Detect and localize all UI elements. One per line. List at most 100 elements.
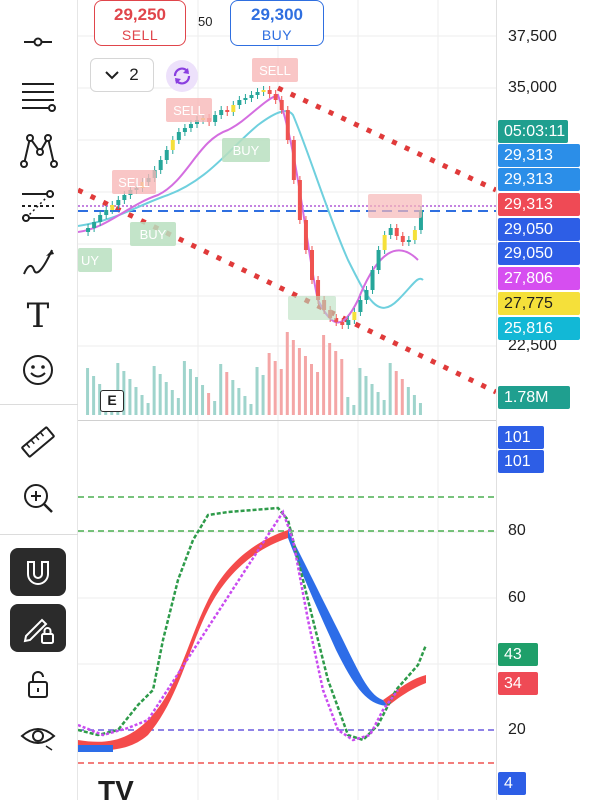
position-price-label: 29,050 [498,242,580,265]
zoom-in-icon [24,484,53,513]
volume-bar [261,375,265,415]
lock-draw-icon [23,618,54,644]
volume-label: 1.78M [498,386,570,409]
chart-canvas[interactable]: SELL SELL SELL BUY BUY UY TV [78,0,496,800]
buy-signal-text: UY [81,253,99,268]
volume-bar [225,372,229,415]
price-axis[interactable]: 37,500 35,000 22,500 05:03:11 29,313 29,… [496,0,600,800]
buy-price: 29,300 [251,5,303,24]
volume-bar [92,376,96,415]
text-tool[interactable]: T [10,292,66,340]
candle [213,115,218,122]
volume-bar [291,340,295,415]
sell-label: SELL [121,27,159,43]
volume-bar [134,387,138,415]
volume-bar [303,356,307,415]
candle [219,110,224,115]
candle [291,140,296,180]
buy-signal-text: BUY [233,143,260,158]
price-tick: 22,500 [508,337,557,354]
osc-ribbon-tail [78,745,113,752]
price-label: 29,313 [498,168,580,191]
volume-bar [267,353,271,415]
candle [231,105,236,112]
chevron-down-icon [105,71,119,80]
volume-bar [116,363,120,415]
chart-area[interactable]: SELL SELL SELL BUY BUY UY TV [78,0,496,800]
zoom-in-tool[interactable] [10,474,66,522]
brush-tool[interactable] [10,238,66,286]
volume-bar [316,372,320,415]
candle [164,150,169,160]
volume-bar [340,359,344,415]
candle [110,205,115,210]
signal-labels: SELL SELL SELL BUY BUY UY [78,58,422,320]
sell-signal-text: SELL [173,103,205,118]
interval-value: 2 [129,65,139,84]
interval-selector[interactable]: 2 [90,58,154,92]
candle [376,250,381,270]
candle [406,240,411,242]
lock-drawings-tool[interactable] [10,604,66,652]
buy-signal-2 [130,222,176,246]
fib-icon [22,190,54,222]
volume-bar [285,332,289,415]
osc-label: 101 [498,426,544,449]
events-badge[interactable]: E [100,390,124,412]
crosshair-tool[interactable] [10,18,66,66]
toolbar-divider [0,404,78,405]
osc-tick: 60 [508,589,526,606]
candle [400,236,405,242]
volume-bar [176,398,180,415]
candle [176,132,181,140]
volume-bar [128,379,132,415]
volume-bar [86,368,90,415]
magnet-tool[interactable] [10,548,66,596]
volume-bar [249,404,253,415]
brush-icon [23,249,54,275]
candle [261,90,266,92]
magnet-icon [27,561,49,585]
candle [104,210,109,215]
horizontal-lines-tool[interactable] [10,70,66,118]
ruler-tool[interactable] [10,418,66,466]
sell-price: 29,250 [114,5,166,24]
fib-tool[interactable] [10,182,66,230]
pane-separator[interactable] [78,420,600,421]
axis-border [496,0,497,800]
candle [370,270,375,290]
candle [303,220,308,250]
volume-bar [158,374,162,415]
last-price-label: 29,313 [498,193,580,216]
volume-bar [255,367,259,415]
spread-value: 50 [198,14,213,29]
visibility-tool[interactable] [10,712,66,760]
candle [116,200,121,205]
pattern-tool[interactable] [10,126,66,174]
osc-ribbon-bear [288,530,388,706]
sync-button[interactable] [166,60,198,92]
emoji-tool[interactable] [10,346,66,394]
ma-mid-label: 27,775 [498,292,580,315]
buy-button[interactable]: 29,300 BUY [230,0,324,46]
volume-bar [164,382,168,415]
volume-bar [152,366,156,415]
sell-signal-3 [112,170,156,194]
buy-signal-text: BUY [140,227,167,242]
text-icon: T [26,296,50,336]
candle [346,320,351,325]
ma-fast-label: 27,806 [498,267,580,290]
sell-button[interactable]: 29,250 SELL [94,0,186,46]
ma-fast-line [78,93,419,324]
volume-bar [376,392,380,415]
osc-signal-line [78,506,428,742]
candle [340,322,345,325]
ruler-icon [21,426,55,458]
volume-bar [364,376,368,415]
unlock-tool[interactable] [10,660,66,708]
volume-bar [418,403,422,415]
osc-signal-label: 43 [498,643,538,666]
buy-signal-4 [288,296,336,320]
trend-line-upper[interactable] [276,85,496,193]
volume-bar [279,369,283,415]
